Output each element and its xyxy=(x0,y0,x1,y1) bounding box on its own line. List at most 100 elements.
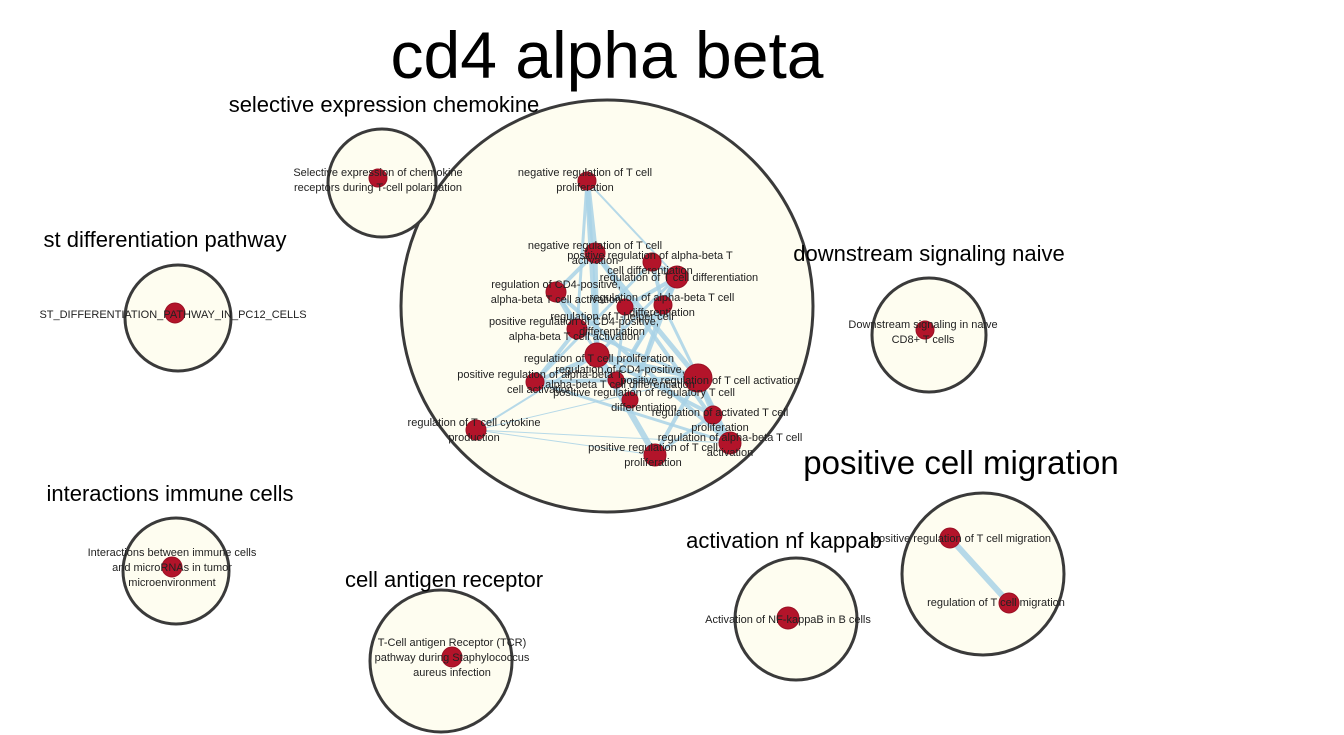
cluster-title-chemokine: selective expression chemokine xyxy=(229,92,540,117)
node-label-chemokine_node: Selective expression of chemokine recepto… xyxy=(293,167,462,194)
node-reg_cytokine[interactable] xyxy=(465,419,487,441)
node-label-line: regulation of T cell cytokine xyxy=(408,417,541,429)
node-label-line: differentiation xyxy=(611,402,677,414)
node-label-reg_helper: regulation of T-helper cell differentiati… xyxy=(550,311,673,338)
node-label-line: Activation of NF-kappaB in B cells xyxy=(705,614,871,626)
node-label-line: positive regulation of regulatory T cell xyxy=(553,387,735,399)
node-reg_helper[interactable] xyxy=(616,298,634,316)
node-label-line: cell differentiation xyxy=(607,265,692,277)
node-label-line: positive regulation of alpha-beta T xyxy=(457,369,623,381)
node-label-pos_ab_act: positive regulation of alpha-beta T cell … xyxy=(457,369,623,396)
node-immune_node[interactable] xyxy=(161,556,183,578)
cluster-title-nfkb: activation nf kappab xyxy=(686,528,882,553)
node-label-line: proliferation xyxy=(556,182,613,194)
node-label-pos_cd4: positive regulation of CD4-positive, alph… xyxy=(489,316,659,343)
node-label-line: Selective expression of chemokine xyxy=(293,167,462,179)
node-pos_ab_act[interactable] xyxy=(525,372,545,392)
node-reg_cd4_diff[interactable] xyxy=(607,371,625,389)
edge-pos_cd4-pos_ab_act xyxy=(533,327,579,384)
node-label-line: negative regulation of T cell xyxy=(518,167,652,179)
node-label-line: positive regulation of T cell xyxy=(588,442,718,454)
node-label-reg_activated: regulation of activated T cell proliferat… xyxy=(652,407,789,434)
cluster-tcr xyxy=(368,588,514,734)
cluster-title-st: st differentiation pathway xyxy=(44,227,287,252)
node-label-st_node: ST_DIFFERENTIATION_PATHWAY_IN_PC12_CELLS xyxy=(39,309,306,321)
node-label-line: production xyxy=(448,432,499,444)
node-label-line: T-Cell antigen Receptor (TCR) xyxy=(378,637,527,649)
node-label-line: regulation of T cell migration xyxy=(927,597,1065,609)
node-reg_ab_act[interactable] xyxy=(718,431,742,455)
node-label-tcr_node: T-Cell antigen Receptor (TCR) pathway dur… xyxy=(375,637,530,679)
node-downstream_node[interactable] xyxy=(915,320,935,340)
node-label-line: alpha-beta T cell differentiation xyxy=(545,379,695,391)
node-label-line: alpha-beta T cell activation xyxy=(509,331,639,343)
node-label-reg_cd4_diff: regulation of CD4-positive, alpha-beta T … xyxy=(545,364,695,391)
node-neg_act[interactable] xyxy=(584,242,606,264)
edge-reg_prolif-pos_act xyxy=(594,352,701,381)
node-label-line: ST_DIFFERENTIATION_PATHWAY_IN_PC12_CELLS xyxy=(39,309,306,321)
node-nfkb_node[interactable] xyxy=(776,606,800,630)
node-label-reg_cd4: regulation of CD4-positive, alpha-beta T … xyxy=(491,279,621,306)
node-label-line: activation xyxy=(572,255,618,267)
edge-pos_prolif-reg_activated xyxy=(653,413,715,457)
node-label-reg_ab_act: regulation of alpha-beta T cell activatio… xyxy=(658,432,803,459)
node-neg_prolif[interactable] xyxy=(577,171,597,191)
edge-neg_prolif-pos_cd4 xyxy=(575,179,589,331)
node-label-line: regulation of alpha-beta T cell xyxy=(590,292,735,304)
node-label-line: aureus infection xyxy=(413,667,491,679)
node-tcr_node[interactable] xyxy=(441,646,463,668)
node-label-line: positive regulation of alpha-beta T xyxy=(567,250,733,262)
cluster-title-downstream: downstream signaling naive xyxy=(793,241,1065,266)
node-label-line: proliferation xyxy=(624,457,681,469)
node-label-pos_reg_t: positive regulation of regulatory T cell… xyxy=(553,387,735,414)
edge-reg_cytokine-pos_act xyxy=(475,377,699,431)
cluster-title-immune: interactions immune cells xyxy=(47,481,294,506)
node-label-line: regulation of T cell proliferation xyxy=(524,353,674,365)
node-label-line: regulation of activated T cell xyxy=(652,407,789,419)
edge-reg_helper-reg_cd4_diff xyxy=(614,305,627,382)
node-label-line: cell activation xyxy=(507,384,573,396)
cluster-title-migration: positive cell migration xyxy=(803,444,1118,481)
node-label-line: and microRNAs in tumor xyxy=(112,562,232,574)
node-reg_prolif[interactable] xyxy=(584,342,610,368)
node-pos_migration[interactable] xyxy=(939,527,961,549)
edge-pos_reg_t-reg_ab_diff xyxy=(628,303,665,402)
node-label-line: pathway during Staphylococcus xyxy=(375,652,530,664)
node-label-line: receptors during T-cell polarization xyxy=(294,182,462,194)
edge-reg_prolif-reg_cytokine xyxy=(475,354,598,431)
node-pos_prolif[interactable] xyxy=(643,443,667,467)
edge-reg_cytokine-pos_prolif xyxy=(475,429,656,456)
edge-pos_act-pos_prolif xyxy=(653,376,700,457)
node-reg_diff[interactable] xyxy=(665,265,689,289)
node-label-line: activation xyxy=(707,447,753,459)
node-pos_reg_t[interactable] xyxy=(621,391,639,409)
node-label-reg_cytokine: regulation of T cell cytokine production xyxy=(408,417,541,444)
node-reg_ab_diff[interactable] xyxy=(653,295,673,315)
cluster-title-cd4: cd4 alpha beta xyxy=(390,18,823,92)
node-label-pos_act: positive regulation of T cell activation xyxy=(620,375,799,387)
node-label-nfkb_node: Activation of NF-kappaB in B cells xyxy=(705,614,871,626)
node-reg_migration[interactable] xyxy=(998,592,1020,614)
node-label-line: regulation of T-helper cell xyxy=(550,311,673,323)
node-label-pos_migration: positive regulation of T cell migration xyxy=(873,533,1051,545)
node-pos_cd4[interactable] xyxy=(566,318,588,340)
edge-reg_ab_diff-reg_cd4_diff xyxy=(614,303,665,382)
node-label-neg_prolif: negative regulation of T cell proliferati… xyxy=(518,167,652,194)
node-label-pos_prolif: positive regulation of T cell proliferati… xyxy=(588,442,718,469)
node-label-line: positive regulation of T cell activation xyxy=(620,375,799,387)
node-pos_ab_diff[interactable] xyxy=(642,252,662,272)
node-label-line: negative regulation of T cell xyxy=(528,240,662,252)
node-reg_activated[interactable] xyxy=(703,405,723,425)
node-chemokine_node[interactable] xyxy=(368,168,388,188)
node-reg_cd4[interactable] xyxy=(545,281,567,303)
node-label-reg_ab_diff: regulation of alpha-beta T cell different… xyxy=(590,292,735,319)
node-pos_act[interactable] xyxy=(683,363,713,393)
node-label-line: microenvironment xyxy=(128,577,215,589)
node-label-reg_prolif: regulation of T cell proliferation xyxy=(524,353,674,365)
node-label-neg_act: negative regulation of T cell activation xyxy=(528,240,662,267)
node-label-line: regulation of T cell differentiation xyxy=(600,272,758,284)
node-st_node[interactable] xyxy=(164,302,186,324)
edge-neg_prolif-reg_diff xyxy=(586,180,678,278)
node-label-line: positive regulation of T cell migration xyxy=(873,533,1051,545)
node-label-downstream_node: Downstream signaling in naive CD8+ T cell… xyxy=(848,319,997,346)
